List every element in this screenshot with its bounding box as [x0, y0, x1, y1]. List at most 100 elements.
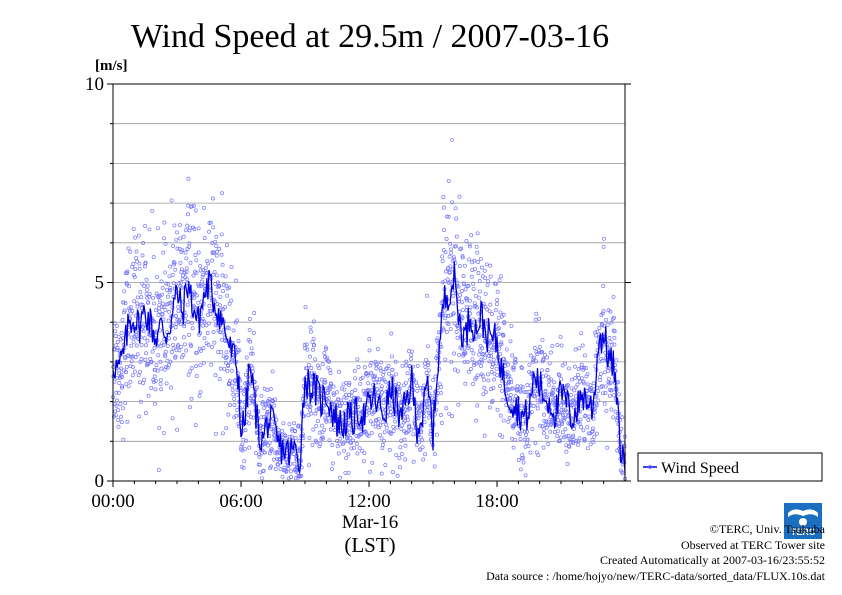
data-point: [498, 310, 503, 315]
data-point: [140, 253, 145, 258]
data-point: [586, 395, 591, 400]
data-point: [188, 369, 193, 374]
data-point: [381, 370, 386, 374]
data-point: [458, 293, 463, 297]
data-point: [556, 388, 561, 393]
data-point: [369, 360, 374, 365]
data-point: [485, 307, 490, 312]
data-point: [152, 374, 157, 379]
data-point: [457, 352, 462, 357]
data-point: [150, 208, 155, 213]
data-point: [335, 390, 339, 395]
data-point: [154, 291, 159, 296]
data-point: [200, 282, 205, 287]
data-point: [292, 461, 297, 466]
data-point: [251, 330, 256, 335]
data-point: [335, 444, 340, 449]
data-point: [171, 243, 175, 248]
data-point: [528, 450, 533, 455]
data-point: [508, 377, 513, 382]
data-point: [491, 357, 496, 362]
data-point: [189, 204, 194, 209]
data-point: [382, 430, 387, 435]
data-point: [499, 274, 503, 279]
data-point: [169, 350, 174, 354]
data-point: [609, 388, 614, 393]
data-point: [132, 275, 137, 280]
data-point: [126, 246, 131, 251]
data-point: [192, 203, 196, 208]
data-point: [325, 386, 330, 391]
data-point: [247, 317, 252, 321]
data-point: [190, 326, 195, 331]
data-point: [432, 452, 437, 457]
data-point: [498, 384, 503, 388]
data-point: [311, 336, 316, 341]
data-point: [324, 417, 329, 422]
data-point: [611, 294, 616, 299]
data-point: [451, 255, 456, 260]
data-point: [461, 274, 466, 279]
data-point: [375, 387, 380, 392]
data-point: [154, 274, 159, 279]
data-point: [580, 376, 584, 381]
data-point: [186, 212, 190, 217]
data-point: [167, 336, 171, 341]
data-point: [565, 462, 570, 466]
data-point: [176, 304, 181, 309]
data-point: [437, 366, 442, 371]
data-point: [582, 353, 587, 358]
data-point: [448, 264, 453, 269]
data-point: [347, 381, 352, 385]
data-point: [572, 427, 576, 431]
data-point: [584, 366, 588, 371]
data-point: [415, 383, 419, 388]
data-point: [391, 470, 395, 475]
data-point: [535, 406, 540, 411]
data-point: [133, 267, 138, 272]
data-point: [242, 391, 246, 396]
data-point: [390, 367, 395, 372]
data-point: [574, 439, 579, 443]
data-point: [309, 411, 314, 416]
data-point: [483, 276, 488, 281]
data-point: [135, 259, 139, 264]
data-point: [227, 379, 232, 383]
data-point: [212, 340, 217, 345]
data-point: [426, 363, 431, 368]
data-point: [404, 363, 408, 368]
data-point: [559, 407, 564, 412]
data-point: [123, 356, 128, 361]
data-point: [487, 359, 492, 364]
data-point: [551, 387, 556, 392]
data-point: [342, 387, 347, 392]
data-point: [454, 244, 458, 249]
data-point: [384, 425, 389, 430]
data-point: [378, 423, 383, 428]
data-point: [573, 400, 577, 405]
data-point: [324, 346, 329, 351]
data-point: [445, 214, 450, 219]
data-point: [542, 431, 546, 436]
data-point: [608, 309, 613, 314]
data-point: [184, 348, 189, 353]
data-point: [172, 260, 177, 265]
data-point: [384, 422, 388, 427]
data-point: [425, 405, 430, 410]
data-point: [141, 381, 146, 385]
data-point: [550, 391, 555, 396]
data-point: [350, 399, 355, 404]
data-point: [445, 277, 450, 282]
data-point: [229, 368, 234, 373]
data-point: [249, 346, 254, 351]
data-point: [468, 367, 473, 371]
data-point: [153, 401, 157, 406]
data-point: [140, 302, 145, 307]
data-point: [187, 228, 192, 233]
data-point: [381, 438, 386, 443]
data-point: [129, 359, 134, 364]
data-point: [143, 357, 148, 362]
data-point: [206, 342, 211, 347]
data-point: [425, 293, 429, 298]
data-point: [449, 414, 454, 418]
